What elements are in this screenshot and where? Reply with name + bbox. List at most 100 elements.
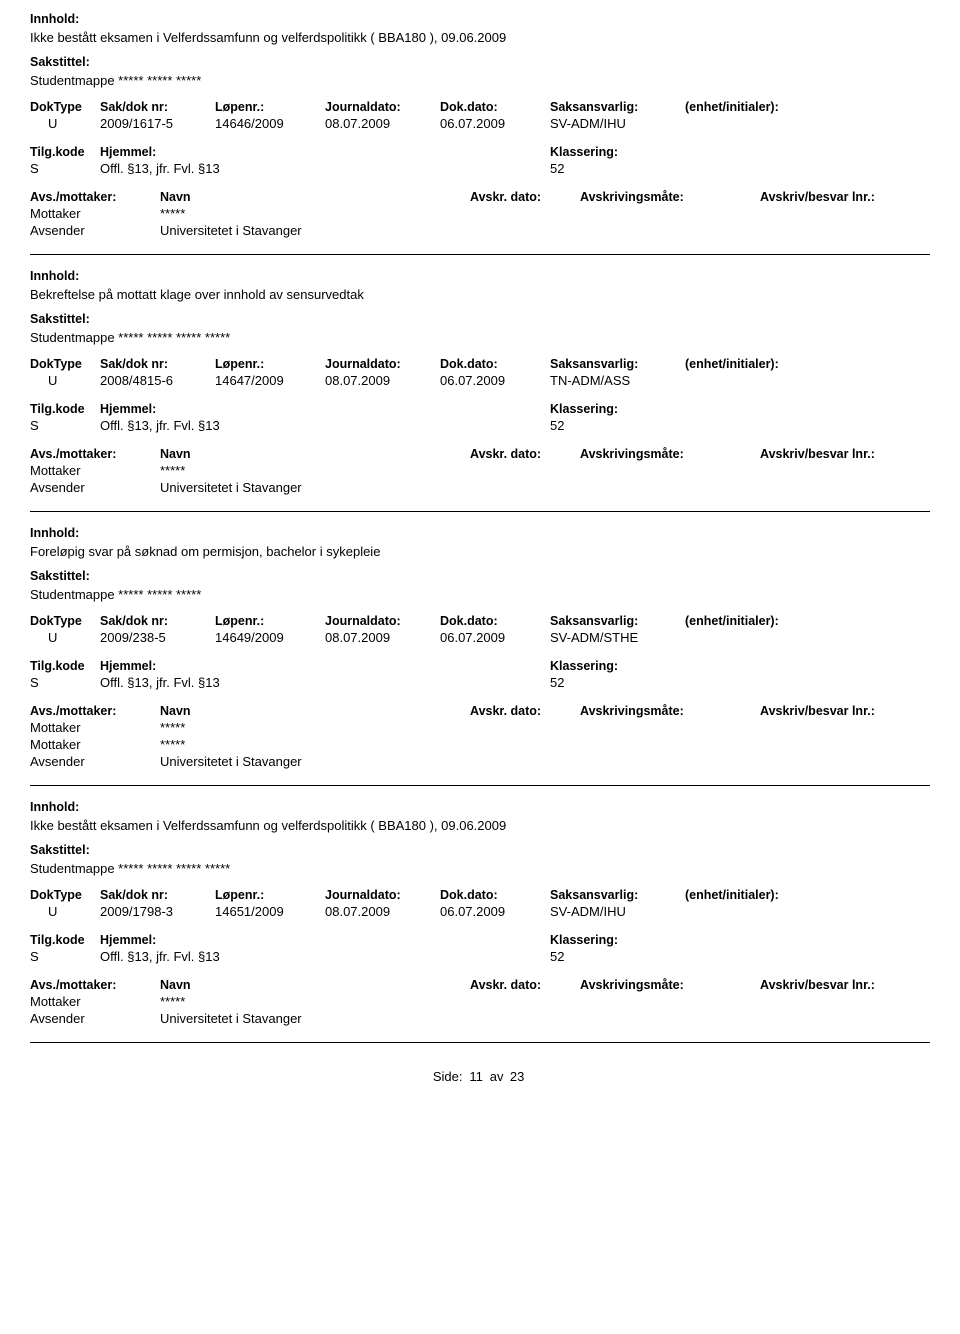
sakdok-label: Sak/dok nr: [100,100,215,114]
parties-block: Avs./mottaker:NavnAvskr. dato:Avskriving… [30,190,930,238]
dokdato-label: Dok.dato: [440,888,550,902]
enhet-label: (enhet/initialer): [685,614,930,628]
saksansvarlig-value: TN-ADM/ASS [550,373,685,388]
innhold-label: Innhold: [30,269,930,283]
meta-value-row: U2008/4815-614647/200908.07.200906.07.20… [30,373,930,388]
doktype-label: DokType [30,888,100,902]
hjemmel-label: Hjemmel: [100,933,550,947]
parties-header-row: Avs./mottaker:NavnAvskr. dato:Avskriving… [30,190,930,204]
doktype-label: DokType [30,357,100,371]
saksansvarlig-label: Saksansvarlig: [550,357,685,371]
party-row: AvsenderUniversitetet i Stavanger [30,754,930,769]
hjemmel-block: Tilg.kodeHjemmel:Klassering:SOffl. §13, … [30,402,930,433]
saksansvarlig-label: Saksansvarlig: [550,888,685,902]
sakstittel-label: Sakstittel: [30,312,930,326]
party-row: Mottaker***** [30,737,930,752]
innhold-label: Innhold: [30,526,930,540]
avskrivingsmate-label: Avskrivingsmåte: [580,978,760,992]
party-name: ***** [160,737,930,752]
journaldato-label: Journaldato: [325,100,440,114]
avsmottaker-label: Avs./mottaker: [30,447,160,461]
lopenr-label: Løpenr.: [215,357,325,371]
party-role: Mottaker [30,737,160,752]
avskrivbesvar-label: Avskriv/besvar lnr.: [760,704,930,718]
doktype-value: U [30,904,100,919]
records-container: Innhold: Ikke bestått eksamen i Velferdss… [30,12,930,1043]
hjemmel-block: Tilg.kodeHjemmel:Klassering:SOffl. §13, … [30,659,930,690]
klassering-value: 52 [550,675,930,690]
enhet-value [685,373,930,388]
party-role: Avsender [30,223,160,238]
tilgkode-value: S [30,418,100,433]
journaldato-value: 08.07.2009 [325,630,440,645]
sakdok-label: Sak/dok nr: [100,614,215,628]
avskrdato-label: Avskr. dato: [470,978,580,992]
party-row: Mottaker***** [30,994,930,1009]
innhold-text: Ikke bestått eksamen i Velferdssamfunn o… [30,818,930,833]
journaldato-label: Journaldato: [325,357,440,371]
lopenr-label: Løpenr.: [215,614,325,628]
lopenr-label: Løpenr.: [215,888,325,902]
lopenr-label: Løpenr.: [215,100,325,114]
page-total: 23 [507,1069,527,1084]
saksansvarlig-label: Saksansvarlig: [550,100,685,114]
hjemmel-value: Offl. §13, jfr. Fvl. §13 [100,949,550,964]
meta-header-row: DokTypeSak/dok nr:Løpenr.:Journaldato:Do… [30,888,930,902]
avskrivbesvar-label: Avskriv/besvar lnr.: [760,978,930,992]
party-row: Mottaker***** [30,206,930,221]
party-name: Universitetet i Stavanger [160,1011,930,1026]
journaldato-label: Journaldato: [325,888,440,902]
enhet-value [685,116,930,131]
hjemmel-label: Hjemmel: [100,659,550,673]
meta-value-row: U2009/238-514649/200908.07.200906.07.200… [30,630,930,645]
journaldato-value: 08.07.2009 [325,116,440,131]
doktype-label: DokType [30,614,100,628]
doktype-value: U [30,373,100,388]
tilgkode-label: Tilg.kode [30,145,100,159]
sakdok-value: 2008/4815-6 [100,373,215,388]
avskrivbesvar-label: Avskriv/besvar lnr.: [760,447,930,461]
doktype-value: U [30,116,100,131]
party-role: Mottaker [30,463,160,478]
innhold-text: Ikke bestått eksamen i Velferdssamfunn o… [30,30,930,45]
hjemmel-header-row: Tilg.kodeHjemmel:Klassering: [30,402,930,416]
tilgkode-label: Tilg.kode [30,659,100,673]
page-current: 11 [466,1069,486,1084]
sakstittel-label: Sakstittel: [30,55,930,69]
avsmottaker-label: Avs./mottaker: [30,978,160,992]
party-row: AvsenderUniversitetet i Stavanger [30,480,930,495]
record-separator [30,254,930,255]
sakdok-value: 2009/1798-3 [100,904,215,919]
hjemmel-label: Hjemmel: [100,402,550,416]
tilgkode-value: S [30,675,100,690]
record-separator [30,785,930,786]
lopenr-value: 14647/2009 [215,373,325,388]
meta-header-row: DokTypeSak/dok nr:Løpenr.:Journaldato:Do… [30,100,930,114]
enhet-value [685,904,930,919]
lopenr-value: 14646/2009 [215,116,325,131]
dokdato-value: 06.07.2009 [440,116,550,131]
journal-record: Innhold:Ikke bestått eksamen i Velferdss… [30,12,930,238]
party-name: ***** [160,206,930,221]
party-name: Universitetet i Stavanger [160,480,930,495]
innhold-label: Innhold: [30,800,930,814]
klassering-value: 52 [550,418,930,433]
avskrivingsmate-label: Avskrivingsmåte: [580,447,760,461]
sakstittel-text: Studentmappe ***** ***** ***** ***** [30,330,930,345]
party-role: Avsender [30,754,160,769]
doktype-label: DokType [30,100,100,114]
saksansvarlig-value: SV-ADM/STHE [550,630,685,645]
party-row: AvsenderUniversitetet i Stavanger [30,1011,930,1026]
hjemmel-value-row: SOffl. §13, jfr. Fvl. §1352 [30,949,930,964]
avsmottaker-label: Avs./mottaker: [30,704,160,718]
innhold-text: Foreløpig svar på søknad om permisjon, b… [30,544,930,559]
party-name: ***** [160,720,930,735]
enhet-label: (enhet/initialer): [685,100,930,114]
party-name: Universitetet i Stavanger [160,223,930,238]
record-separator [30,1042,930,1043]
dokdato-label: Dok.dato: [440,100,550,114]
meta-header-row: DokTypeSak/dok nr:Løpenr.:Journaldato:Do… [30,357,930,371]
parties-header-row: Avs./mottaker:NavnAvskr. dato:Avskriving… [30,704,930,718]
journal-record: Innhold: Ikke bestått eksamen i Velferdss… [30,800,930,1026]
klassering-label: Klassering: [550,145,930,159]
